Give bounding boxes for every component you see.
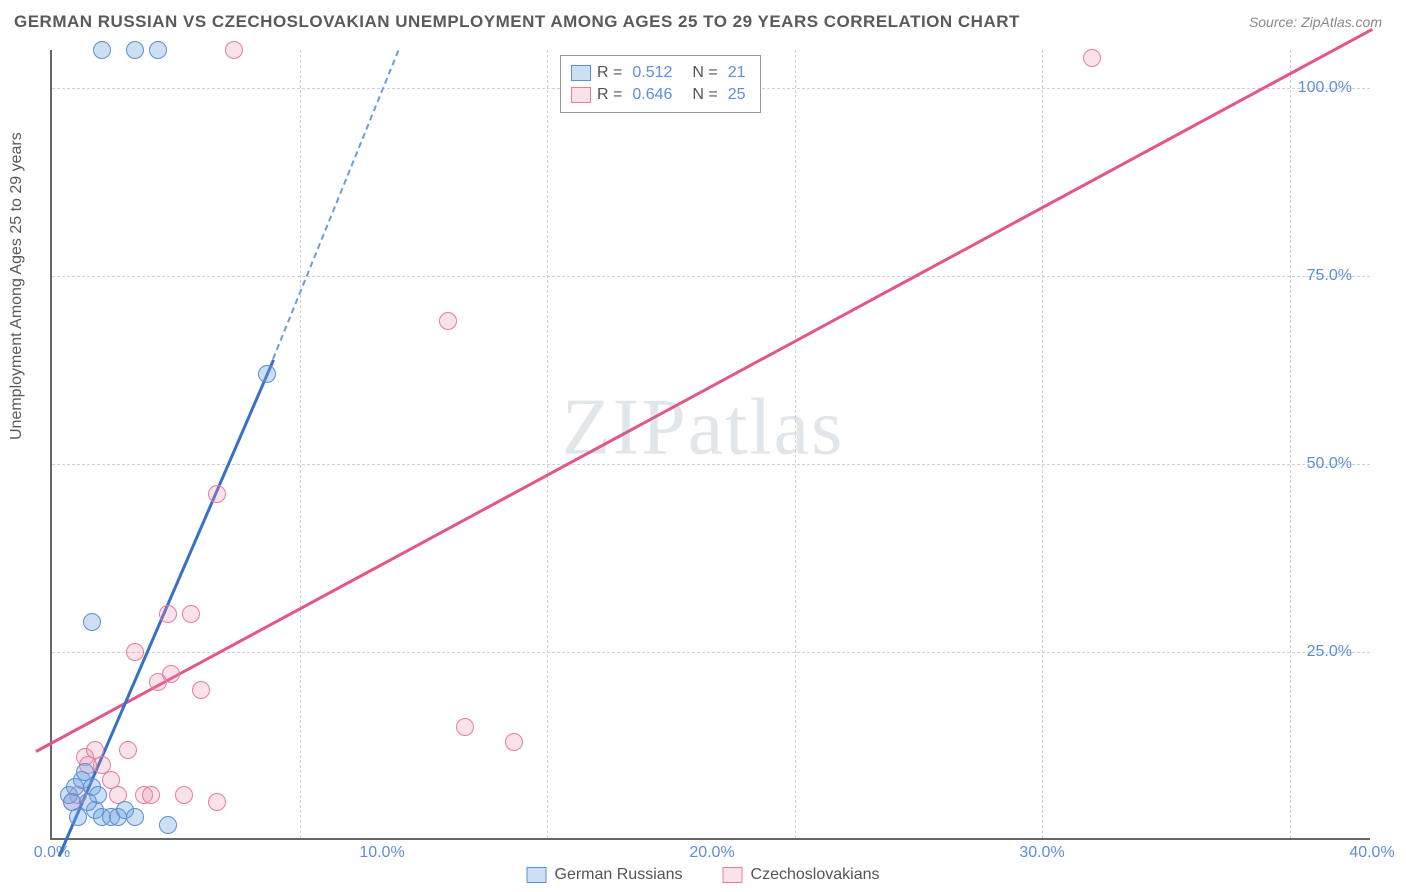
plot-area: 25.0%50.0%75.0%100.0%0.0%10.0%20.0%30.0%… [50,50,1370,840]
gridline-horizontal [52,464,1370,465]
y-tick-label: 25.0% [1307,643,1352,661]
n-value: 25 [728,86,746,104]
r-value: 0.646 [632,86,672,104]
legend-swatch [571,65,591,81]
n-value: 21 [728,64,746,82]
gridline-vertical [795,50,796,838]
x-tick-label: 20.0% [689,844,734,862]
data-point [208,793,226,811]
x-tick-label: 40.0% [1349,844,1394,862]
gridline-horizontal [52,276,1370,277]
legend-item: Czechoslovakians [723,866,880,884]
trend-line [35,28,1373,753]
data-point [225,41,243,59]
r-label: R = [597,64,622,82]
x-tick-label: 10.0% [359,844,404,862]
stats-legend-row: R = 0.512 N = 21 [571,62,750,84]
data-point [208,485,226,503]
r-value: 0.512 [632,64,672,82]
gridline-horizontal [52,652,1370,653]
data-point [126,41,144,59]
data-point [439,312,457,330]
gridline-vertical [300,50,301,838]
gridline-vertical [547,50,548,838]
data-point [126,808,144,826]
legend-swatch [571,87,591,103]
r-label: R = [597,86,622,104]
data-point [63,793,81,811]
y-tick-label: 75.0% [1307,267,1352,285]
gridline-vertical [1042,50,1043,838]
data-point [142,786,160,804]
x-tick-label: 30.0% [1019,844,1064,862]
data-point [456,718,474,736]
y-tick-label: 100.0% [1298,79,1352,97]
data-point [162,665,180,683]
y-axis-label: Unemployment Among Ages 25 to 29 years [8,132,26,440]
data-point [79,793,97,811]
data-point [175,786,193,804]
data-point [258,365,276,383]
chart-title: GERMAN RUSSIAN VS CZECHOSLOVAKIAN UNEMPL… [14,12,1020,32]
data-point [149,41,167,59]
data-point [119,741,137,759]
data-point [126,643,144,661]
y-tick-label: 50.0% [1307,455,1352,473]
series-legend: German Russians Czechoslovakians [527,866,880,884]
legend-label: Czechoslovakians [751,866,880,884]
source-label: Source: ZipAtlas.com [1249,14,1382,30]
legend-swatch [723,867,743,883]
data-point [182,605,200,623]
legend-swatch [527,867,547,883]
n-label: N = [692,64,717,82]
data-point [83,613,101,631]
data-point [192,681,210,699]
n-label: N = [692,86,717,104]
data-point [159,605,177,623]
data-point [505,733,523,751]
legend-label: German Russians [555,866,683,884]
data-point [93,41,111,59]
gridline-vertical [1290,50,1291,838]
legend-item: German Russians [527,866,683,884]
stats-legend-row: R = 0.646 N = 25 [571,84,750,106]
data-point [1083,49,1101,67]
stats-legend: R = 0.512 N = 21 R = 0.646 N = 25 [560,55,761,113]
data-point [159,816,177,834]
trend-line [272,51,399,360]
